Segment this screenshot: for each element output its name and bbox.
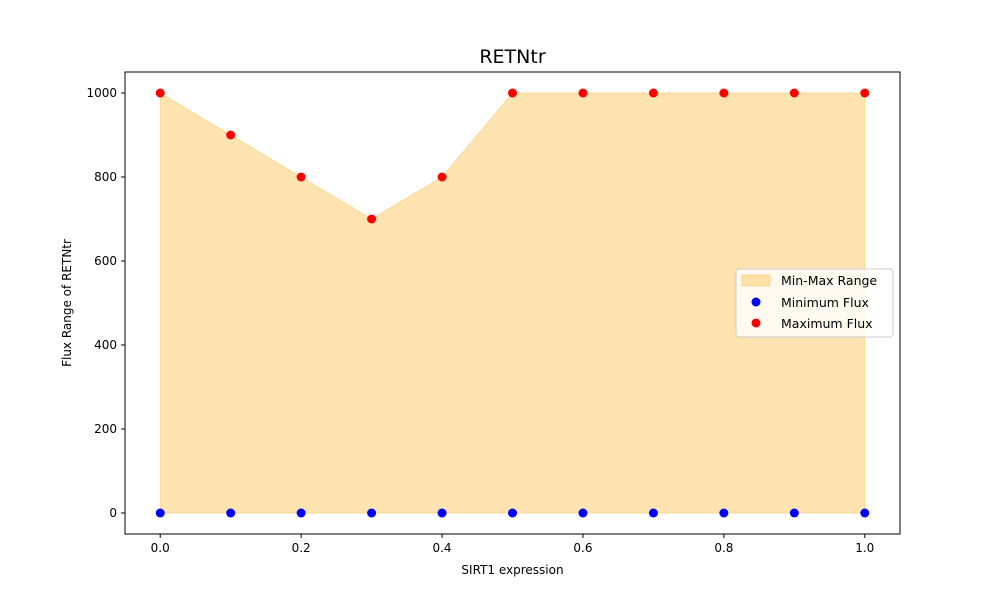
y-axis-label: Flux Range of RETNtr [60, 239, 74, 367]
x-tick-label: 1.0 [855, 541, 874, 555]
legend-box [735, 268, 894, 338]
minimum-flux-point [578, 508, 588, 518]
minimum-flux-point [226, 508, 236, 518]
y-tick-label: 600 [94, 254, 117, 268]
maximum-flux-point [155, 88, 165, 98]
maximum-flux-point [437, 172, 447, 182]
x-tick-label: 0.4 [432, 541, 451, 555]
minimum-flux-point [789, 508, 799, 518]
maximum-flux-point [226, 130, 236, 140]
minimum-flux-point [367, 508, 377, 518]
x-tick-label: 0.2 [292, 541, 311, 555]
minimum-flux-point [648, 508, 658, 518]
plot-area [155, 88, 870, 518]
maximum-flux-point [367, 214, 377, 224]
minimum-flux-point [296, 508, 306, 518]
legend-swatch-range [741, 274, 771, 287]
maximum-flux-point [578, 88, 588, 98]
legend-marker-maximum [751, 318, 761, 328]
y-tick-label: 400 [94, 338, 117, 352]
maximum-flux-point [296, 172, 306, 182]
minimum-flux-point [508, 508, 517, 518]
maximum-flux-point [789, 88, 799, 98]
x-tick-label: 0.8 [714, 541, 733, 555]
maximum-flux-point [719, 88, 729, 98]
minimum-flux-point [437, 508, 447, 518]
y-tick-label: 0 [109, 506, 117, 520]
maximum-flux-point [508, 88, 517, 98]
legend-label: Minimum Flux [781, 295, 869, 310]
legend: Min-Max Range Minimum Flux Maximum Flux [735, 268, 894, 338]
maximum-flux-point [648, 88, 658, 98]
legend-marker-minimum [751, 297, 761, 307]
x-axis-label: SIRT1 expression [461, 563, 563, 577]
y-axis: 0 200 400 600 800 1000 [86, 86, 125, 520]
minimum-flux-point [860, 508, 870, 518]
maximum-flux-point [860, 88, 870, 98]
legend-label: Maximum Flux [781, 316, 873, 331]
x-tick-label: 0.6 [573, 541, 592, 555]
y-tick-label: 200 [94, 422, 117, 436]
y-tick-label: 800 [94, 170, 117, 184]
y-tick-label: 1000 [86, 86, 117, 100]
axes-frame [124, 71, 901, 535]
minimum-flux-point [719, 508, 729, 518]
x-tick-label: 0.0 [151, 541, 170, 555]
chart-title: RETNtr [479, 46, 545, 68]
legend-label: Min-Max Range [781, 273, 877, 288]
minimum-flux-point [155, 508, 165, 518]
x-axis: 0.0 0.2 0.4 0.6 0.8 1.0 [151, 534, 874, 555]
